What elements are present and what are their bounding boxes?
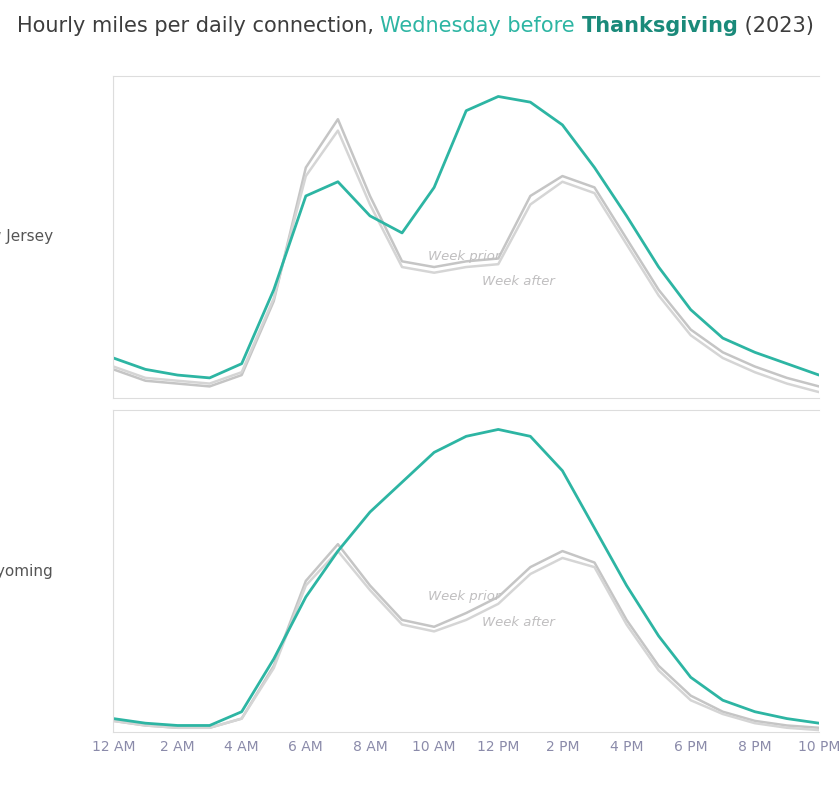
Text: Wyoming: Wyoming bbox=[0, 564, 54, 578]
Text: Week prior: Week prior bbox=[428, 250, 500, 262]
Text: Thanksgiving: Thanksgiving bbox=[581, 16, 738, 36]
Text: New Jersey: New Jersey bbox=[0, 230, 54, 244]
Text: Wednesday before: Wednesday before bbox=[381, 16, 581, 36]
Text: Week prior: Week prior bbox=[428, 590, 500, 603]
Text: Week after: Week after bbox=[482, 275, 555, 288]
Text: Week after: Week after bbox=[482, 616, 555, 629]
Text: Hourly miles per daily connection,: Hourly miles per daily connection, bbox=[17, 16, 381, 36]
Text: (2023): (2023) bbox=[738, 16, 814, 36]
